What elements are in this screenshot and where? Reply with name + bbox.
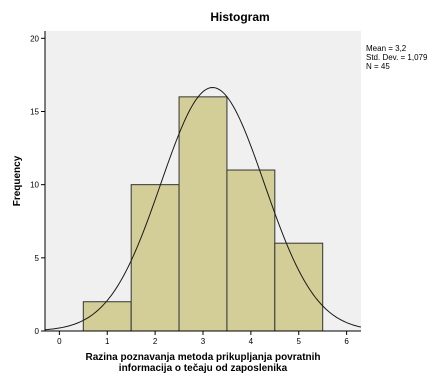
histogram-bar-5 xyxy=(274,242,324,332)
x-axis-label-line-2: informacija o tečaju od zaposlenika xyxy=(119,363,288,374)
y-tick-label: 20 xyxy=(30,34,39,43)
y-tick-label: 5 xyxy=(35,254,40,263)
histogram-bar-4 xyxy=(226,169,276,332)
x-axis-label-line-1: Razina poznavanja metoda prikupljanja po… xyxy=(85,352,320,363)
y-tick-label: 15 xyxy=(30,107,39,116)
x-tick-label: 6 xyxy=(344,337,349,346)
stat-n: N = 45 xyxy=(366,62,390,71)
stat-std-dev: Std. Dev. = 1,079 xyxy=(366,53,428,62)
chart-title: Histogram xyxy=(210,10,269,24)
y-tick-label: 10 xyxy=(30,181,39,190)
x-tick-label: 1 xyxy=(105,337,110,346)
stat-mean: Mean = 3,2 xyxy=(366,44,407,53)
histogram-bar-1 xyxy=(82,301,132,332)
histogram-bar-2 xyxy=(130,184,180,332)
x-tick-label: 5 xyxy=(297,337,302,346)
y-axis-label: Frequency xyxy=(12,155,23,206)
x-tick-label: 0 xyxy=(57,337,62,346)
histogram-bar-3 xyxy=(178,96,228,332)
y-tick-label: 0 xyxy=(35,327,40,336)
x-tick-label: 3 xyxy=(201,337,206,346)
normal-curve xyxy=(44,87,362,331)
x-tick-label: 4 xyxy=(249,337,254,346)
x-tick-label: 2 xyxy=(153,337,158,346)
